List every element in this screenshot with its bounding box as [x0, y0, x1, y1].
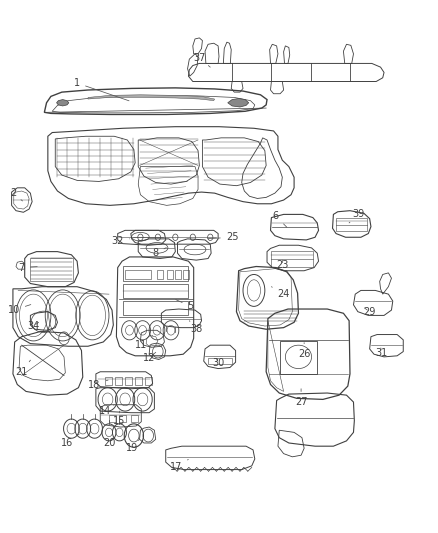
Text: 12: 12: [143, 352, 156, 363]
Text: 26: 26: [298, 343, 311, 359]
Bar: [135, 377, 142, 384]
Bar: [175, 270, 181, 279]
Text: 31: 31: [375, 348, 388, 358]
Bar: [145, 377, 152, 384]
Bar: [280, 341, 317, 374]
Text: 24: 24: [272, 287, 290, 299]
Text: 14: 14: [99, 405, 114, 416]
Text: 38: 38: [189, 321, 202, 334]
Text: 25: 25: [208, 232, 238, 243]
Bar: [123, 301, 187, 316]
Text: 30: 30: [212, 358, 224, 368]
Text: 29: 29: [364, 306, 376, 317]
Text: 6: 6: [273, 211, 287, 227]
Bar: [123, 284, 187, 298]
Text: 39: 39: [349, 209, 365, 223]
Bar: [183, 270, 189, 279]
Text: 19: 19: [126, 439, 140, 453]
Bar: [271, 251, 313, 266]
Text: 37: 37: [193, 53, 210, 67]
Text: 18: 18: [88, 379, 108, 390]
Text: 10: 10: [8, 304, 31, 315]
Text: 15: 15: [113, 411, 126, 426]
Bar: [109, 415, 116, 422]
Bar: [208, 358, 232, 365]
Polygon shape: [88, 95, 215, 101]
Polygon shape: [57, 100, 69, 106]
Text: 5: 5: [176, 300, 194, 311]
Bar: [125, 270, 151, 279]
Text: 20: 20: [103, 438, 115, 448]
Bar: [336, 218, 367, 231]
Text: 34: 34: [27, 321, 39, 331]
Bar: [120, 415, 127, 422]
Text: 23: 23: [276, 260, 289, 270]
Bar: [166, 270, 173, 279]
Polygon shape: [228, 99, 249, 107]
Text: 17: 17: [170, 459, 188, 472]
Text: 27: 27: [295, 389, 307, 407]
Text: 16: 16: [61, 434, 79, 448]
Text: 32: 32: [112, 236, 130, 246]
Text: 1: 1: [74, 78, 129, 101]
Text: 8: 8: [152, 248, 166, 258]
Text: 2: 2: [10, 188, 22, 201]
Bar: [157, 270, 163, 279]
Bar: [131, 415, 138, 422]
Bar: [30, 258, 73, 281]
Bar: [105, 377, 112, 384]
Bar: [123, 266, 187, 281]
Text: 21: 21: [15, 360, 31, 377]
Bar: [115, 377, 122, 384]
Text: 7: 7: [18, 263, 37, 272]
Text: 11: 11: [135, 336, 152, 350]
Bar: [125, 377, 132, 384]
